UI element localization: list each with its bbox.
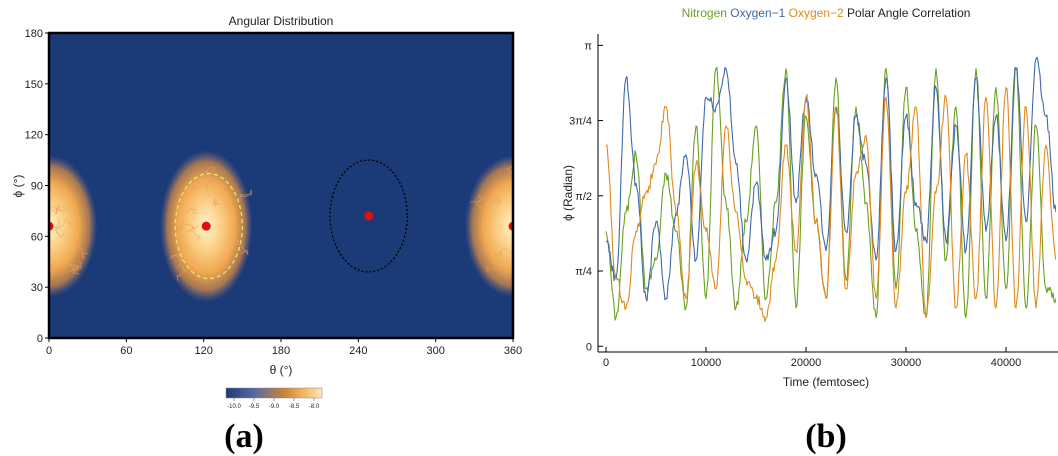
trajectory-wisp: [539, 275, 556, 290]
trajectory-wisp: [549, 171, 557, 184]
trajectory-wisp: [17, 265, 23, 278]
panel-label-b: (b): [805, 418, 847, 455]
series-line-2: [605, 56, 1056, 302]
x-tick-label: 20000: [791, 357, 822, 369]
panel-label-a: (a): [224, 418, 264, 455]
heatmap-marks: [0, 149, 557, 303]
trajectory-wisp: [543, 239, 551, 255]
colorbar-ticks: -10.0 -9.5 -9.0 -8.5 -8.0: [227, 398, 320, 410]
density-cluster: [464, 155, 513, 298]
trajectory-wisp: [527, 213, 544, 240]
title-main: Polar Angle Correlation: [847, 6, 970, 20]
y-axis-ticks-b: 0 π/4 π/2 3π/4 π: [569, 40, 603, 353]
trajectory-wisp: [54, 226, 66, 238]
panel-b: Nitrogen Oxygen−1 Oxygen−2 Polar Angle C…: [561, 6, 1058, 455]
y-tick-label: π: [584, 40, 592, 52]
x-axis-ticks-b: 0 10000 20000 30000 40000: [603, 347, 1021, 369]
trajectory-wisp: [74, 240, 89, 260]
trajectory-wisp: [175, 241, 189, 252]
y-tick-label: 150: [25, 79, 43, 91]
colorbar-tick-label: -9.5: [249, 404, 260, 410]
x-axis-label-a: θ (°): [270, 363, 293, 377]
y-tick-label: 60: [31, 231, 43, 243]
trajectory-wisp: [69, 261, 82, 272]
yellow-dashed-ellipse: [174, 172, 243, 280]
y-tick-label: 3π/4: [569, 116, 592, 128]
trajectory-wisp: [18, 197, 34, 212]
trajectory-wisp: [178, 219, 196, 231]
trajectory-wisp: [498, 265, 509, 279]
trajectory-wisp: [515, 208, 530, 223]
trajectory-wisp: [206, 166, 217, 180]
red-marker: [364, 211, 374, 221]
x-tick-label: 0: [603, 357, 609, 369]
trajectory-wisp: [232, 238, 249, 255]
trajectory-wisp: [190, 185, 209, 193]
heatmap-background: [49, 33, 513, 338]
trajectory-wisp: [532, 262, 543, 277]
colorbar-tick-label: -10.0: [227, 404, 241, 410]
y-tick-label: 180: [25, 28, 43, 40]
trajectory-wisp: [506, 164, 513, 175]
colorbar-tick-label: -8.0: [309, 404, 320, 410]
chart-a-title: Angular Distribution: [229, 14, 334, 28]
x-tick-label: 300: [426, 345, 444, 357]
x-tick-label: 360: [504, 345, 522, 357]
trajectory-wisp: [176, 217, 184, 233]
trajectory-wisp: [534, 174, 556, 186]
y-tick-label: 0: [37, 333, 43, 345]
trajectory-wisp: [1, 269, 20, 291]
y-tick-label: 30: [31, 282, 43, 294]
colorbar-tick-label: -9.0: [269, 404, 280, 410]
y-tick-label: π/4: [575, 266, 592, 278]
trajectory-wisp: [7, 274, 22, 283]
trajectory-wisp: [176, 265, 188, 282]
trajectory-wisp: [186, 224, 201, 242]
line-series: [605, 56, 1056, 323]
trajectory-wisp: [490, 196, 502, 206]
y-tick-label: 120: [25, 130, 43, 142]
title-nitrogen: Nitrogen: [682, 6, 731, 20]
y-axis-ticks-a: 0 30 60 90 120 150 180: [25, 28, 49, 345]
trajectory-wisp: [493, 247, 507, 258]
black-dotted-ellipse: [329, 159, 408, 273]
red-marker: [201, 221, 211, 231]
trajectory-wisp: [470, 194, 486, 209]
title-oxygen1: Oxygen−1: [730, 6, 788, 20]
y-axis-label-a: ϕ (°): [11, 175, 25, 198]
chart-b-title: Nitrogen Oxygen−1 Oxygen−2 Polar Angle C…: [682, 6, 971, 20]
trajectory-wisp: [237, 189, 252, 200]
trajectory-wisp: [539, 176, 552, 187]
trajectory-wisp: [485, 264, 507, 272]
y-axis-label-b: ϕ (Radian): [561, 165, 575, 221]
series-line-3: [606, 87, 1056, 323]
trajectory-wisp: [49, 205, 69, 215]
colorbar-tick-label: -8.5: [289, 404, 300, 410]
x-tick-label: 10000: [691, 357, 722, 369]
x-axis-ticks-a: 0 60 120 180 240 300 360: [46, 338, 522, 357]
y-tick-label: 90: [31, 181, 43, 193]
x-tick-label: 180: [272, 345, 290, 357]
y-tick-label: π/2: [575, 191, 592, 203]
x-axis-label-b: Time (femtosec): [783, 375, 869, 389]
title-oxygen2: Oxygen−2: [789, 6, 847, 20]
x-tick-label: 240: [349, 345, 367, 357]
y-tick-label: 0: [586, 341, 592, 353]
x-tick-label: 120: [194, 345, 212, 357]
trajectory-wisp: [185, 207, 199, 215]
colorbar: [225, 387, 323, 399]
x-tick-label: 40000: [991, 357, 1022, 369]
panel-a: Angular Distribution 0 60 120 180 240 300 360 …: [0, 14, 557, 455]
x-tick-label: 60: [120, 345, 132, 357]
x-tick-label: 30000: [891, 357, 922, 369]
trajectory-wisp: [66, 263, 80, 275]
trajectory-wisp: [54, 218, 76, 229]
trajectory-wisp: [0, 254, 12, 264]
x-tick-label: 0: [46, 345, 52, 357]
trajectory-wisp: [204, 171, 214, 187]
trajectory-wisp: [211, 197, 222, 208]
